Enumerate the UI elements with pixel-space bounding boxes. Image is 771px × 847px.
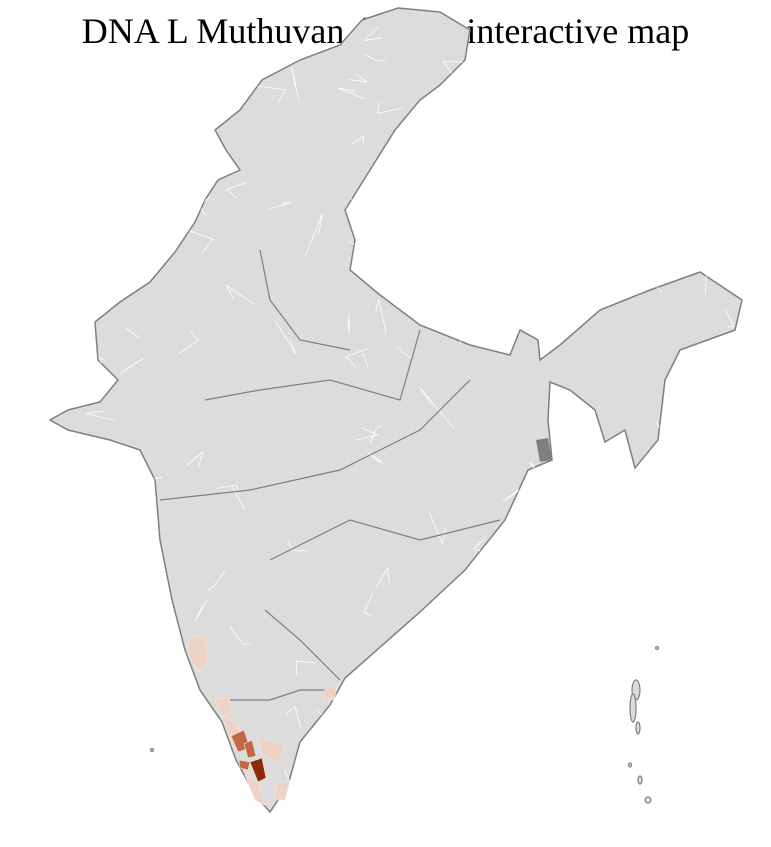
district-kerala-wayanad[interactable] (243, 739, 257, 759)
island (644, 796, 652, 804)
island (637, 775, 643, 785)
island (627, 762, 633, 768)
state-border (230, 689, 335, 701)
bangladesh-gap (536, 438, 552, 462)
island (149, 747, 155, 753)
district-kerala-south[interactable] (244, 774, 266, 806)
island (654, 645, 660, 651)
state-border (259, 249, 351, 351)
state-border (204, 329, 421, 401)
island (635, 721, 641, 735)
india-outline (48, 7, 743, 814)
island (629, 693, 637, 723)
state-border (269, 519, 501, 561)
district-coastal-karnataka-north[interactable] (187, 635, 209, 673)
district-tamil-nadu-north-coast[interactable] (323, 683, 339, 701)
district-tamil-nadu-west[interactable] (257, 737, 286, 763)
district-kerala-thrissur[interactable] (238, 759, 251, 771)
district-tamil-nadu-south[interactable] (274, 779, 291, 801)
state-border (264, 609, 341, 681)
state-border (159, 379, 471, 501)
district-kerala-idukki[interactable] (249, 757, 267, 783)
district-coastal-karnataka-south[interactable] (214, 697, 233, 719)
